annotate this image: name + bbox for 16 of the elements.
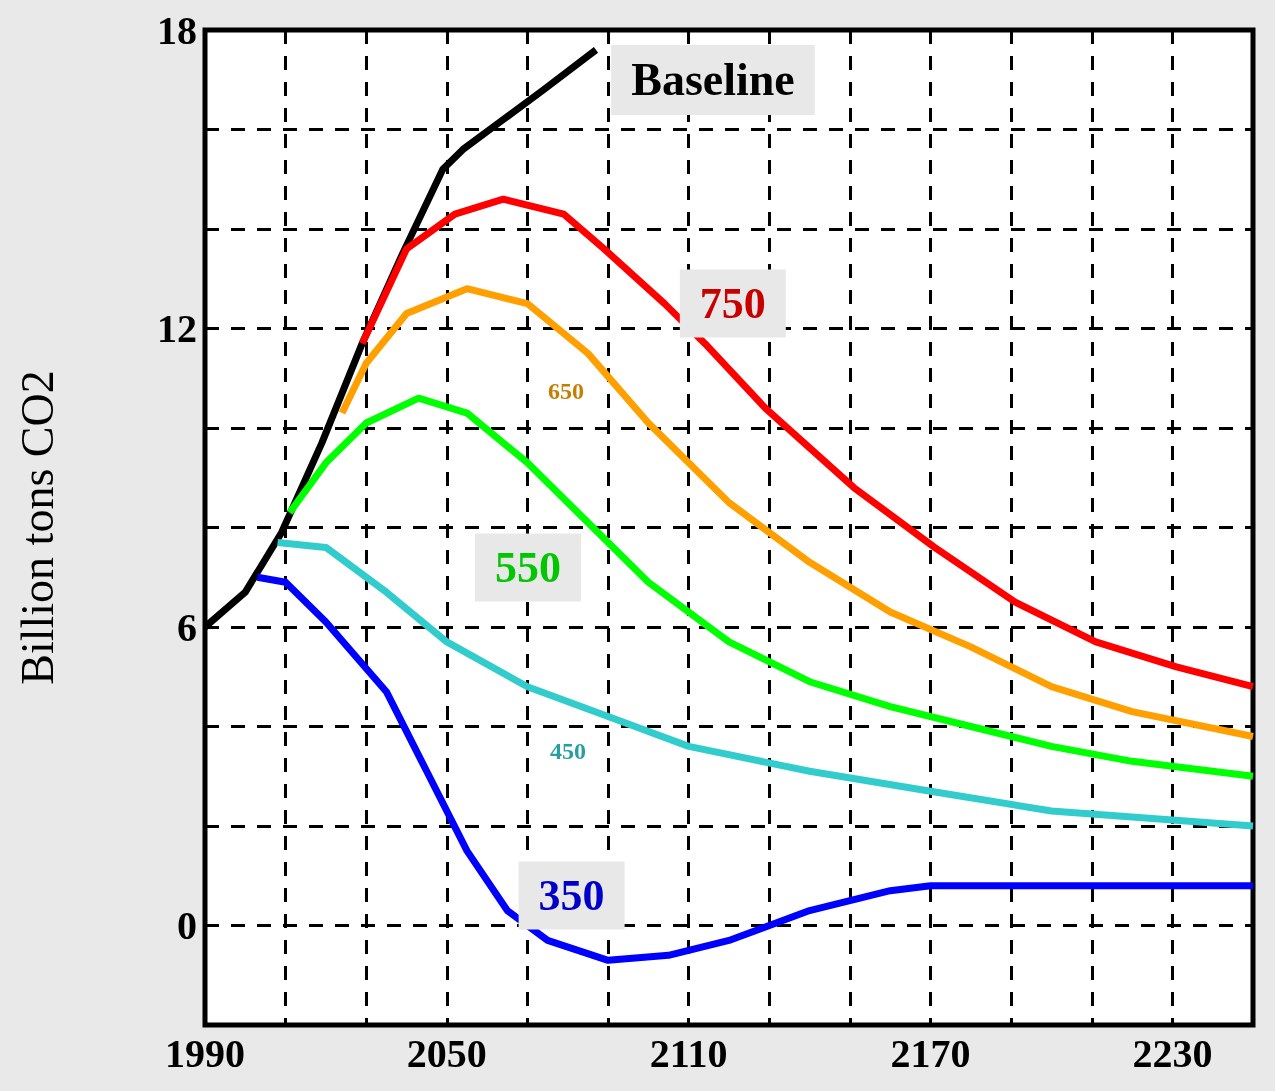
y-tick-label: 6 — [177, 604, 197, 650]
y-tick-label: 12 — [157, 306, 197, 351]
x-tick-label: 2110 — [649, 1030, 728, 1076]
series-label: 550 — [494, 543, 561, 593]
y-tick-label: 0 — [177, 903, 197, 948]
x-tick-label: 1990 — [165, 1030, 245, 1076]
series-label: 650 — [547, 378, 584, 405]
y-axis-title: Billion tons CO2 — [11, 370, 63, 685]
series-label: 350 — [538, 870, 605, 920]
series-label: 750 — [699, 278, 766, 328]
x-tick-label: 2050 — [406, 1030, 487, 1076]
x-tick-label: 2170 — [890, 1030, 971, 1076]
series-label: 450 — [550, 737, 587, 764]
y-tick-label: 18 — [157, 7, 197, 53]
x-tick-label: 2230 — [1132, 1030, 1213, 1076]
series-label: Baseline — [631, 54, 795, 106]
